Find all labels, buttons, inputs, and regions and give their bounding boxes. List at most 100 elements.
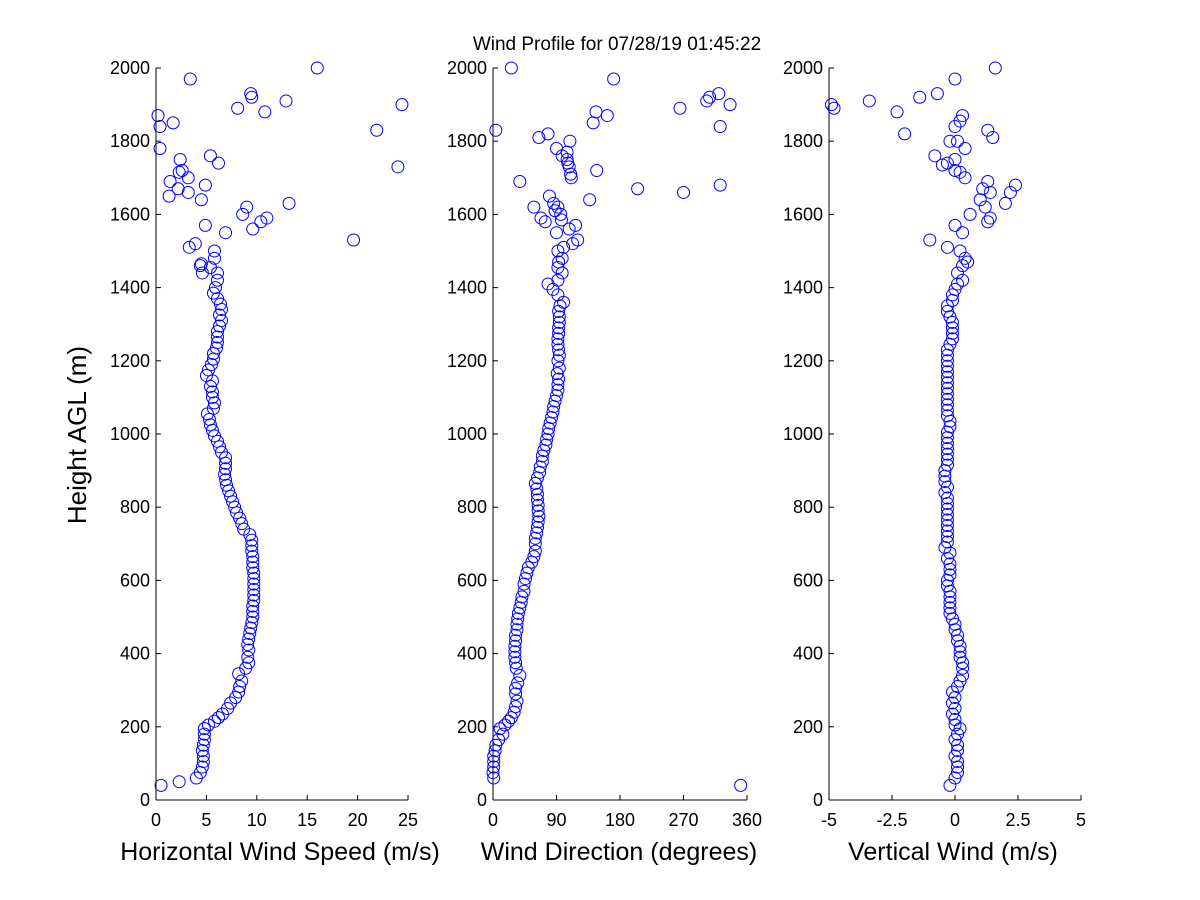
data-point (539, 438, 553, 452)
y-tick-label: 1200 (447, 351, 487, 371)
data-point (210, 273, 224, 287)
data-point (943, 557, 957, 571)
data-point (162, 189, 176, 203)
data-point (940, 156, 954, 170)
data-point (958, 142, 972, 156)
data-point (391, 160, 405, 174)
x-tick-label: 15 (297, 810, 317, 830)
x-tick-label: 270 (668, 810, 698, 830)
data-point (953, 674, 967, 688)
data-point (528, 476, 542, 490)
data-point (943, 134, 957, 148)
data-point (943, 606, 957, 620)
data-point (713, 178, 727, 192)
data-point (487, 760, 501, 774)
data-point (282, 196, 296, 210)
y-tick-label: 600 (793, 570, 823, 590)
data-point (395, 98, 409, 112)
panel-horizontal-wind-speed: Horizontal Wind Speed (m/s) 020040060080… (110, 58, 440, 866)
data-point (557, 240, 571, 254)
data-point (563, 134, 577, 148)
data-point (988, 61, 1002, 75)
data-point (246, 599, 260, 613)
data-point (508, 645, 522, 659)
data-point (928, 149, 942, 163)
y-tick-label: 1000 (110, 424, 150, 444)
data-point (172, 775, 186, 789)
y-tick-label: 600 (457, 570, 487, 590)
data-point (246, 605, 260, 619)
data-point (940, 513, 954, 527)
data-point (552, 310, 566, 324)
data-point (247, 566, 261, 580)
y-tick-label: 2000 (110, 58, 150, 78)
data-point (513, 669, 527, 683)
data-point (945, 315, 959, 329)
data-point (943, 778, 957, 792)
data-point (551, 383, 565, 397)
data-point (951, 738, 965, 752)
data-point (509, 628, 523, 642)
data-point (195, 266, 209, 280)
data-point (951, 680, 965, 694)
x-tick-label: 5 (201, 810, 211, 830)
data-point (541, 427, 555, 441)
data-point (211, 711, 225, 725)
data-point (862, 94, 876, 108)
data-point (260, 211, 274, 225)
data-point (948, 712, 962, 726)
data-point (538, 215, 552, 229)
data-point (209, 341, 223, 355)
data-point (279, 94, 293, 108)
data-point (247, 594, 261, 608)
data-point (958, 251, 972, 265)
data-point (948, 163, 962, 177)
data-point (940, 240, 954, 254)
data-point (983, 211, 997, 225)
chart-title: Wind Profile for 07/28/19 01:45:22 (473, 34, 761, 55)
data-point (551, 337, 565, 351)
x-tick-label: 20 (348, 810, 368, 830)
data-point (509, 661, 523, 675)
data-point (246, 222, 260, 236)
data-point (504, 61, 518, 75)
data-point (240, 200, 254, 214)
data-point (825, 98, 839, 112)
y-tick-label: 400 (793, 644, 823, 664)
data-point (951, 134, 965, 148)
data-point (986, 131, 1000, 145)
data-point (953, 244, 967, 258)
data-point (923, 233, 937, 247)
data-point (210, 336, 224, 349)
data-point (515, 590, 529, 604)
data-point (548, 204, 562, 218)
data-point (551, 378, 565, 392)
data-point (981, 215, 995, 229)
data-point (703, 90, 717, 104)
y-tick-label: 800 (457, 497, 487, 517)
y-tick-label: 1800 (110, 131, 150, 151)
data-point (210, 330, 224, 344)
data-point (956, 109, 970, 123)
y-tick-label: 1400 (783, 278, 823, 298)
data-point (195, 744, 209, 758)
data-point (827, 101, 841, 115)
data-point (310, 61, 324, 75)
data-point (940, 304, 954, 318)
data-point (943, 601, 957, 615)
data-point (940, 376, 954, 390)
data-point (205, 390, 219, 404)
data-point (247, 572, 261, 586)
data-point (1003, 185, 1017, 199)
data-point (208, 281, 222, 295)
panel-wind-direction: Wind Direction (degrees) 0 200 400 600 800 10… (447, 58, 762, 866)
data-point (207, 244, 221, 258)
data-point (489, 123, 503, 137)
data-point (956, 226, 970, 240)
data-point (554, 213, 568, 227)
data-point (207, 396, 221, 410)
data-point (530, 520, 544, 534)
data-point (198, 218, 212, 232)
data-point (235, 674, 249, 688)
y-tick-label: 2000 (783, 58, 823, 78)
